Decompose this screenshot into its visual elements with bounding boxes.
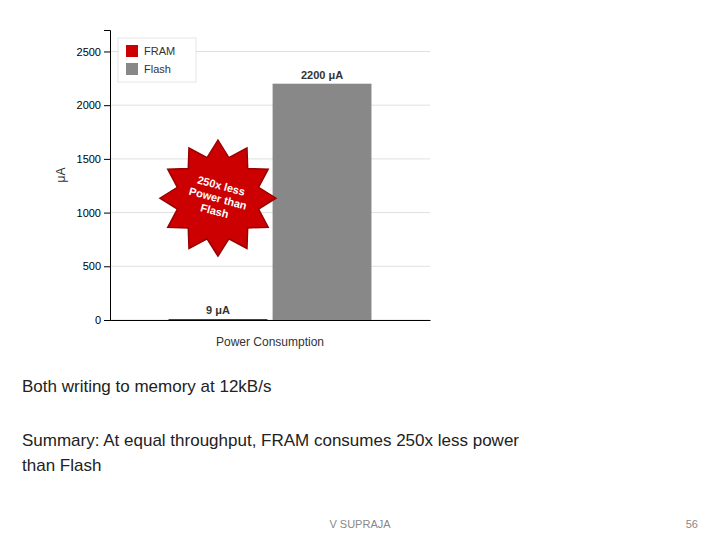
legend-label: FRAM xyxy=(144,45,175,57)
y-axis-line xyxy=(104,31,111,321)
note-text-line: Both writing to memory at 12kB/s xyxy=(22,377,271,396)
grid-line xyxy=(110,212,430,213)
x-axis xyxy=(111,320,431,322)
y-tick-mark xyxy=(104,213,110,214)
y-tick-mark xyxy=(104,266,110,267)
page-number-line: 56 xyxy=(686,518,698,530)
page-number: 56 xyxy=(686,518,698,530)
legend-item: Flash xyxy=(126,63,171,75)
y-tick: 0 xyxy=(95,314,110,326)
y-tick: 1500 xyxy=(77,153,110,165)
y-tick-mark xyxy=(104,159,110,160)
data-label: 2200 μA xyxy=(301,69,343,81)
summary-text: Summary: At equal throughput, FRAM consu… xyxy=(22,431,519,475)
note-text: Both writing to memory at 12kB/s xyxy=(22,377,271,396)
footer-text-line: V SUPRAJA xyxy=(329,518,391,530)
y-axis: 0 500 1000 1500 2000 2500 xyxy=(77,31,111,327)
y-tick-label: 500 xyxy=(83,260,101,272)
data-label: 9 μA xyxy=(206,304,230,316)
legend-frame xyxy=(118,38,196,82)
y-tick-label: 0 xyxy=(95,314,101,326)
starburst-text-line: Flash xyxy=(199,201,230,220)
starburst-group: 250x lessPower thanFlash xyxy=(160,140,276,256)
legend: FRAM Flash xyxy=(118,38,196,82)
y-tick-label: 1500 xyxy=(77,153,101,165)
y-tick-label: 1000 xyxy=(77,207,101,219)
grid-line xyxy=(110,105,430,106)
y-tick-mark xyxy=(104,51,110,52)
y-tick-mark xyxy=(104,105,110,106)
chart-svg: 0 500 1000 1500 2000 2500 μA Power Consumption 9… xyxy=(0,0,720,540)
grid-line xyxy=(110,158,430,159)
footer-text: V SUPRAJA xyxy=(329,518,391,530)
y-axis-title: μA xyxy=(54,168,68,183)
grid-line xyxy=(110,266,430,267)
legend-swatch xyxy=(126,63,138,75)
y-tick-label: 2500 xyxy=(77,46,101,58)
x-axis-line xyxy=(111,320,431,321)
x-axis-title: Power Consumption xyxy=(216,335,324,349)
grid xyxy=(110,51,430,320)
starburst-text: 250x lessPower thanFlash xyxy=(184,172,251,224)
bar xyxy=(273,84,372,320)
legend-item: FRAM xyxy=(126,45,175,57)
y-tick-mark xyxy=(104,320,110,321)
grid-line xyxy=(110,320,430,321)
summary-text-line: Summary: At equal throughput, FRAM consu… xyxy=(22,431,519,450)
y-tick: 1000 xyxy=(77,207,110,219)
legend-label: Flash xyxy=(144,63,171,75)
y-tick: 2500 xyxy=(77,46,110,58)
legend-swatch xyxy=(126,45,138,57)
summary-text-line: than Flash xyxy=(22,456,101,475)
y-tick-label: 2000 xyxy=(77,99,101,111)
starburst xyxy=(160,140,276,256)
y-tick: 500 xyxy=(83,260,110,272)
plot-area: 0 500 1000 1500 2000 2500 μA Power Consumption 9… xyxy=(54,31,431,350)
bar xyxy=(169,319,268,320)
y-tick: 2000 xyxy=(77,99,110,111)
